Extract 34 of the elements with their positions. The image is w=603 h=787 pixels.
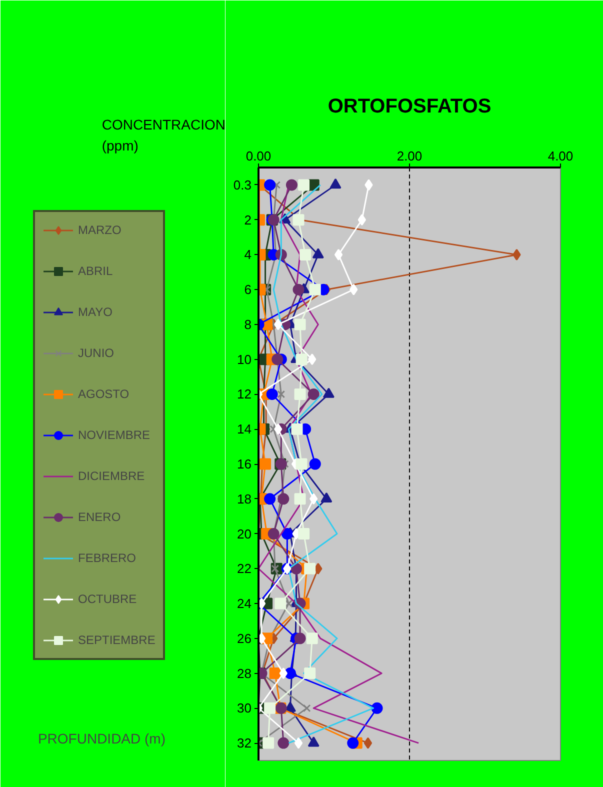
legend-label: DICIEMBRE — [78, 469, 145, 483]
y-tick-label: 16 — [237, 456, 252, 472]
y-tick-label: 18 — [237, 491, 252, 506]
y-tick-label: 6 — [244, 282, 252, 298]
y-tick-label: 30 — [237, 700, 252, 716]
y-tick-label: 20 — [237, 526, 252, 542]
y-tick-label: 22 — [237, 561, 252, 576]
legend-label: OCTUBRE — [78, 592, 137, 606]
chart-title: ORTOFOSFATOS — [328, 96, 492, 118]
x-tick-label: 4.00 — [548, 148, 574, 164]
y-tick-label: 4 — [244, 247, 252, 262]
legend-label: ABRIL — [78, 264, 113, 278]
legend-label: FEBRERO — [78, 551, 136, 565]
y-tick-label: 14 — [237, 422, 252, 437]
y-tick-label: 28 — [237, 666, 252, 681]
legend-label: MAYO — [78, 305, 112, 319]
legend-label: MARZO — [78, 223, 122, 237]
x-axis-title: CONCENTRACION (ppm) — [102, 116, 226, 154]
y-tick-label: 32 — [237, 736, 252, 751]
y-tick-label: 24 — [237, 596, 252, 612]
x-tick-label: 0.00 — [246, 148, 272, 164]
legend-label: JUNIO — [78, 346, 114, 360]
legend-label: ENERO — [78, 510, 121, 524]
y-tick-label: 10 — [237, 352, 252, 367]
y-axis-title: PROFUNDIDAD (m) — [38, 730, 166, 746]
y-tick-label: 26 — [237, 630, 252, 646]
legend-label: AGOSTO — [78, 387, 130, 401]
x-tick-label: 2.00 — [396, 148, 422, 164]
y-tick-label: 8 — [244, 316, 252, 332]
y-tick-label: 2 — [244, 212, 252, 228]
y-tick-label: 0.3 — [233, 177, 252, 192]
legend-label: NOVIEMBRE — [78, 428, 150, 442]
y-tick-label: 12 — [237, 386, 252, 402]
legend-label: SEPTIEMBRE — [78, 633, 156, 647]
